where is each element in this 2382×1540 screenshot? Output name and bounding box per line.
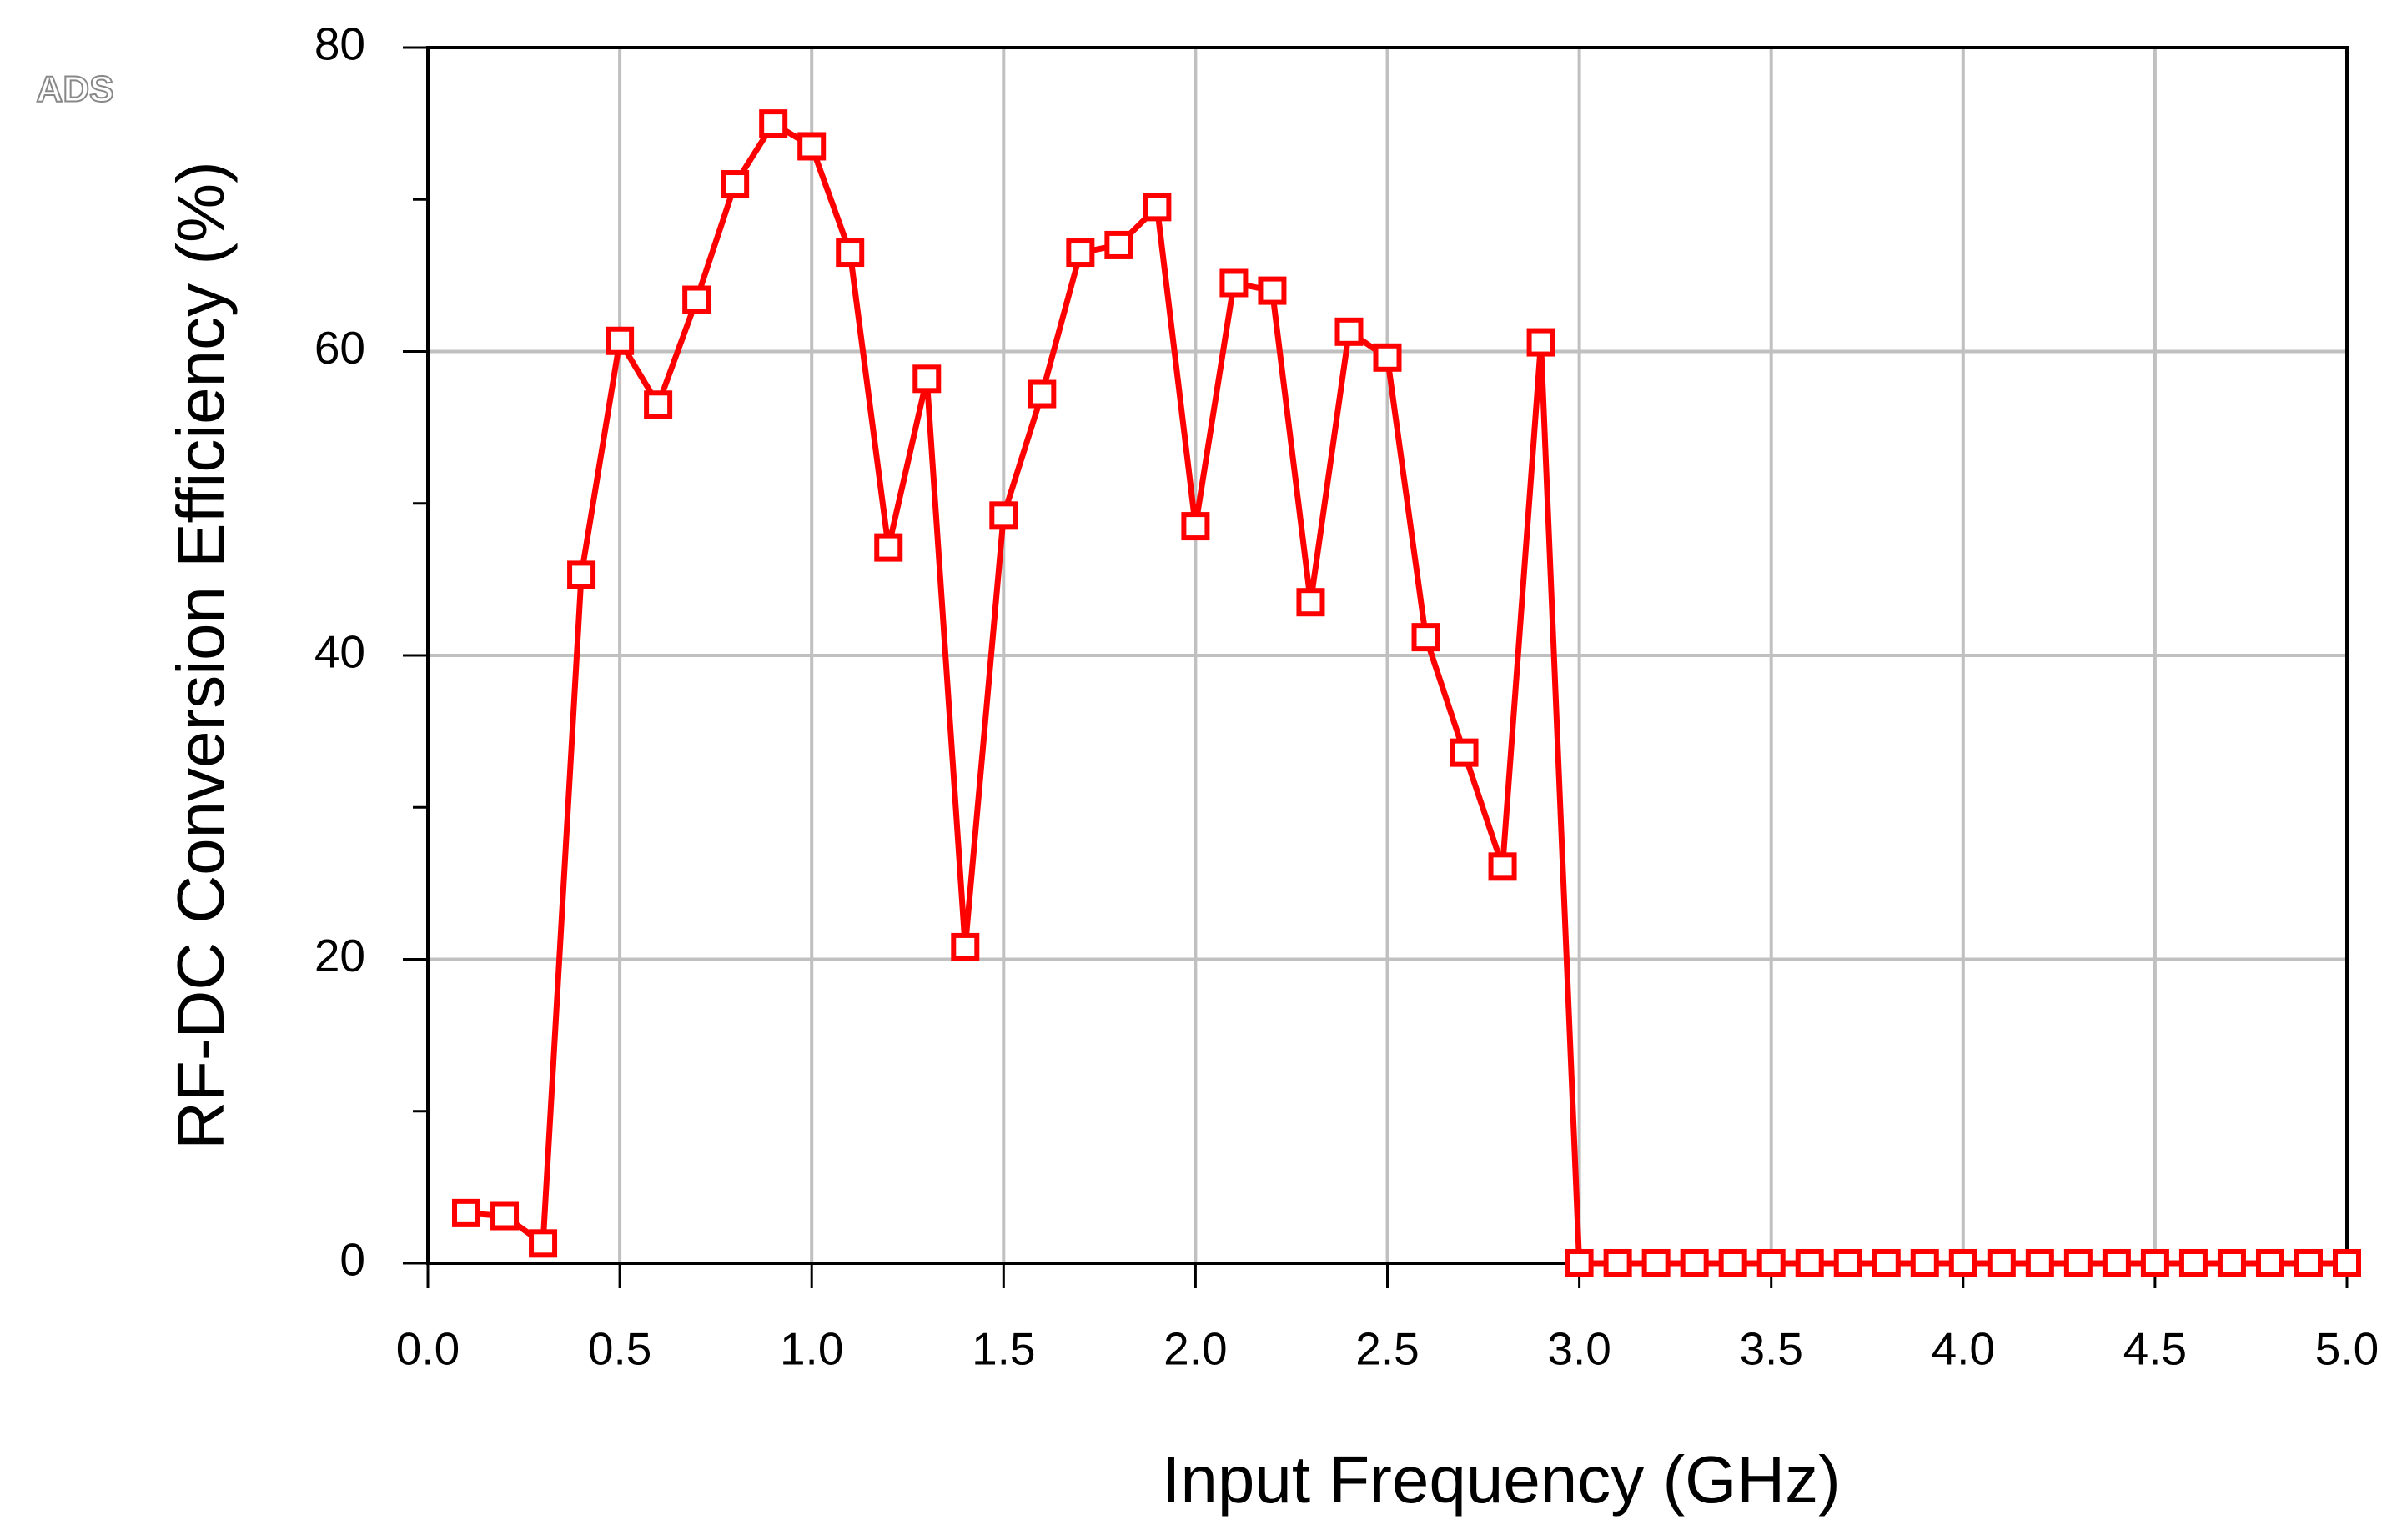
marker: [2063, 1249, 2093, 1277]
marker: [2140, 1249, 2169, 1277]
marker: [1181, 512, 1210, 541]
marker: [912, 364, 942, 394]
marker: [1450, 738, 1479, 767]
marker: [2217, 1249, 2246, 1277]
y-tick-label: 0: [339, 1234, 365, 1286]
marker: [1334, 317, 1364, 346]
marker: [452, 1198, 481, 1227]
y-tick-label: 40: [314, 626, 365, 678]
marker: [2102, 1249, 2131, 1277]
marker: [1603, 1249, 1632, 1277]
watermark: ADS: [37, 69, 114, 110]
marker: [1872, 1249, 1901, 1277]
marker: [1795, 1249, 1824, 1277]
x-tick-label: 1.0: [780, 1323, 843, 1375]
x-tick-label: 5.0: [2315, 1323, 2379, 1375]
marker: [1258, 276, 1287, 305]
marker: [490, 1201, 520, 1231]
marker: [1718, 1249, 1747, 1277]
marker: [989, 501, 1018, 530]
y-tick-label: 20: [314, 930, 365, 981]
marker: [1565, 1249, 1594, 1277]
marker: [1028, 379, 1057, 409]
marker: [682, 285, 711, 314]
marker: [1488, 852, 1517, 881]
marker: [836, 238, 865, 268]
x-tick-label: 4.0: [1932, 1323, 1995, 1375]
marker: [1987, 1249, 2016, 1277]
x-tick-label: 0.0: [396, 1323, 460, 1375]
marker: [2178, 1249, 2208, 1277]
marker: [1219, 268, 1249, 298]
x-tick-label: 3.0: [1547, 1323, 1611, 1375]
marker: [2294, 1249, 2323, 1277]
x-tick-label: 1.5: [972, 1323, 1035, 1375]
marker: [1833, 1249, 1862, 1277]
x-tick-label: 3.5: [1739, 1323, 1802, 1375]
x-tick-label: 2.5: [1355, 1323, 1419, 1375]
marker: [721, 170, 750, 199]
x-tick-label: 0.5: [588, 1323, 651, 1375]
marker: [2255, 1249, 2284, 1277]
x-tick-label: 2.0: [1163, 1323, 1227, 1375]
marker: [797, 132, 827, 161]
marker: [606, 326, 635, 355]
marker: [529, 1229, 558, 1258]
y-tick-label: 60: [314, 322, 365, 374]
marker: [2025, 1249, 2054, 1277]
marker: [1910, 1249, 1939, 1277]
marker: [1756, 1249, 1786, 1277]
marker: [874, 533, 903, 562]
marker: [1143, 193, 1172, 222]
x-axis-title: Input Frequency (GHz): [1162, 1442, 1841, 1517]
marker: [1680, 1249, 1709, 1277]
marker: [2333, 1249, 2361, 1277]
marker: [1411, 623, 1440, 652]
marker: [567, 560, 596, 589]
marker: [1948, 1249, 1977, 1277]
marker: [1373, 343, 1402, 372]
x-tick-label: 4.5: [2123, 1323, 2187, 1375]
marker: [1296, 588, 1325, 617]
marker: [1066, 238, 1095, 268]
marker: [1526, 328, 1555, 357]
series-line: [465, 120, 2347, 1267]
marker: [951, 932, 980, 961]
y-tick-label: 80: [314, 18, 365, 70]
marker: [759, 109, 788, 138]
marker: [1641, 1249, 1671, 1277]
plot-frame: [426, 46, 2349, 1265]
y-axis-title: RF-DC Conversion Efficiency (%): [163, 161, 238, 1149]
marker: [644, 390, 673, 419]
marker: [1104, 230, 1133, 259]
